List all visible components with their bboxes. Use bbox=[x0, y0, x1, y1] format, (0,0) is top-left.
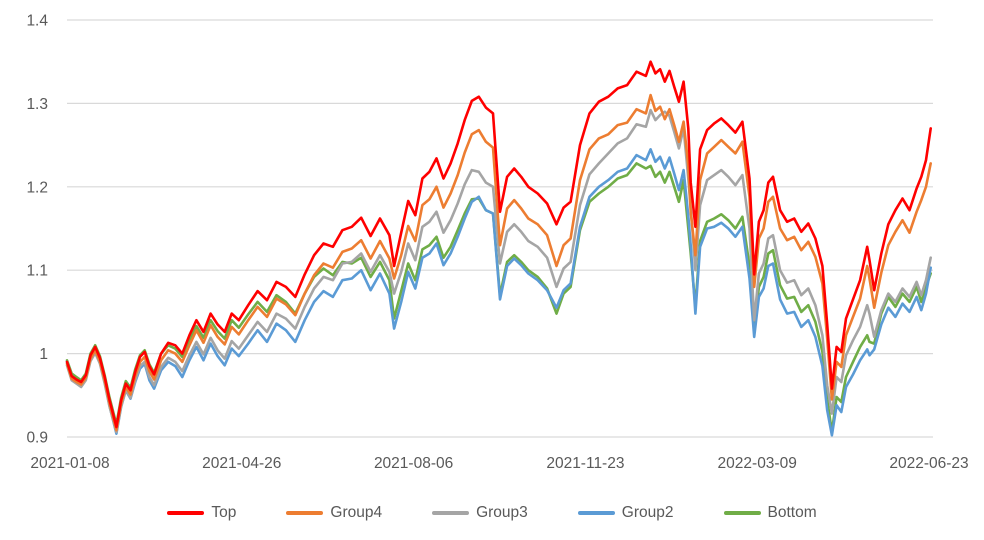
legend-label-group3: Group3 bbox=[476, 504, 528, 521]
x-tick-label: 2021-08-06 bbox=[374, 455, 453, 472]
x-tick-label: 2021-11-23 bbox=[546, 455, 624, 472]
legend-item-group4: Group4 bbox=[286, 503, 382, 523]
legend: Top Group4 Group3 Group2 Bottom bbox=[0, 503, 984, 523]
y-tick-label: 1.2 bbox=[26, 179, 48, 196]
series-line-group4 bbox=[65, 93, 933, 432]
legend-label-top: Top bbox=[211, 504, 237, 521]
gridlines bbox=[67, 19, 933, 438]
y-tick-label: 0.9 bbox=[26, 430, 48, 447]
x-tick-label: 2021-04-26 bbox=[202, 455, 281, 472]
y-tick-label: 1 bbox=[39, 346, 48, 363]
y-tick-label: 1.4 bbox=[26, 13, 48, 30]
x-tick-label: 2021-01-08 bbox=[30, 455, 109, 472]
legend-label-bottom: Bottom bbox=[767, 504, 817, 521]
legend-swatch-bottom bbox=[723, 511, 761, 515]
series-line-group2 bbox=[65, 148, 933, 437]
legend-item-group2: Group2 bbox=[577, 503, 674, 523]
x-axis: 2021-01-08 2021-04-26 2021-08-06 2021-11… bbox=[30, 455, 968, 472]
legend-swatch-group4 bbox=[286, 511, 324, 515]
series-line-top bbox=[65, 60, 933, 429]
legend-swatch-group3 bbox=[432, 511, 470, 515]
legend-item-bottom: Bottom bbox=[723, 503, 817, 523]
legend-swatch-top bbox=[167, 511, 205, 515]
x-tick-label: 2022-03-09 bbox=[718, 455, 797, 472]
legend-item-group3: Group3 bbox=[432, 503, 528, 523]
legend-item-top: Top bbox=[167, 503, 236, 523]
y-axis: 1.4 1.3 1.2 1.1 1 0.9 bbox=[26, 13, 48, 447]
legend-label-group2: Group2 bbox=[621, 504, 674, 521]
series-lines bbox=[65, 60, 933, 437]
y-tick-label: 1.3 bbox=[26, 96, 48, 113]
y-tick-label: 1.1 bbox=[26, 263, 48, 280]
legend-label-group4: Group4 bbox=[330, 504, 383, 521]
legend-swatch-group2 bbox=[577, 511, 615, 515]
series-line-group3 bbox=[65, 108, 933, 434]
x-tick-label: 2022-06-23 bbox=[889, 455, 968, 472]
series-line-bottom bbox=[65, 162, 933, 434]
